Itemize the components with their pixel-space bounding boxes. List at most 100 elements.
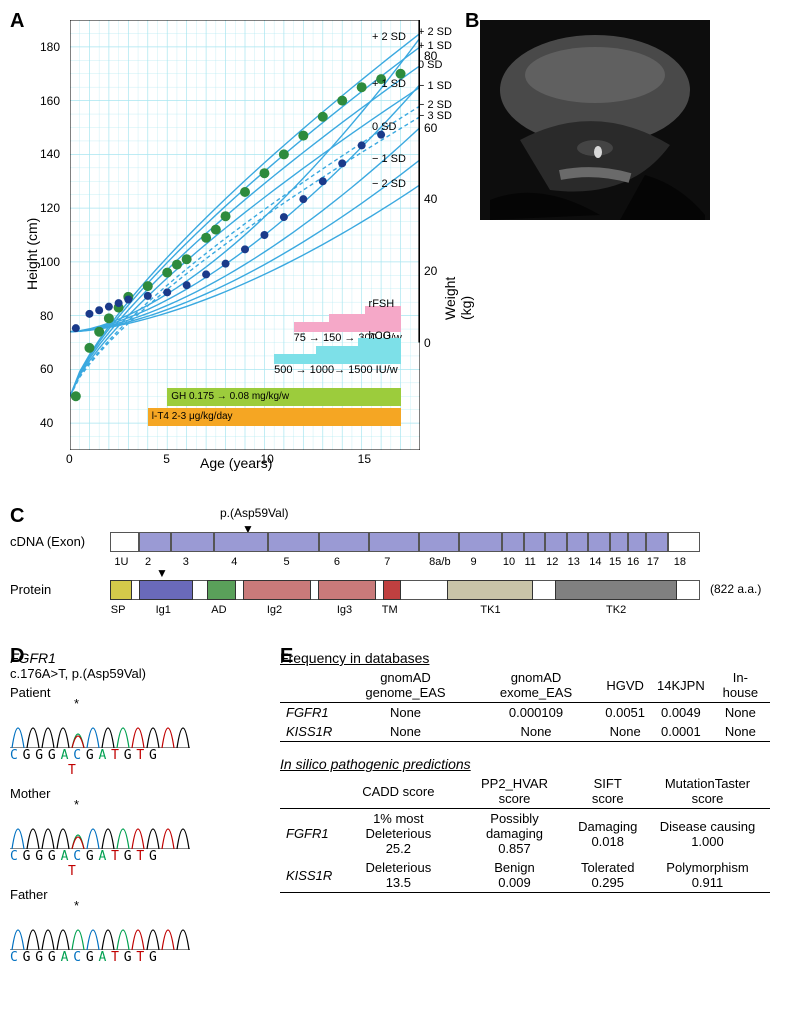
protein-domain-label: TK1 <box>480 604 500 616</box>
exon-box <box>628 532 646 552</box>
protein-row-label: Protein <box>10 582 51 597</box>
sanger-patient: Patient*CGGGACGATGTGT <box>10 685 250 778</box>
table-cell: 1% most Deleterious25.2 <box>338 809 458 859</box>
table-cell: KISS1R <box>280 722 338 742</box>
table-cell: 0.0049 <box>651 703 711 723</box>
exon-box <box>567 532 589 552</box>
weight-sd-label: + 2 SD <box>372 31 406 43</box>
exon-label: 1U <box>114 556 128 568</box>
y-right-axis-label: Weight (kg) <box>442 277 474 320</box>
mutant-base: T <box>68 763 250 778</box>
table-header <box>280 668 338 703</box>
mutation-asterisk-icon: * <box>74 696 79 711</box>
exon-box <box>646 532 668 552</box>
table-cell: None <box>338 722 472 742</box>
table-header: SIFT score <box>571 774 645 809</box>
cdna-exon-row: 1U2345678a/b9101112131415161718 <box>110 530 700 554</box>
y-right-tick: 60 <box>424 121 437 135</box>
exon-label: 7 <box>384 556 390 568</box>
growth-chart-svg <box>70 20 420 450</box>
panel-label-b: B <box>465 10 479 33</box>
protein-domain-Ig2 <box>243 580 311 600</box>
frequency-table: gnomAD genome_EASgnomAD exome_EASHGVD14K… <box>280 668 770 742</box>
panel-b-mri <box>480 20 730 220</box>
table-cell: KISS1R <box>280 858 338 893</box>
exon-label: 6 <box>334 556 340 568</box>
therapy-bar: GH 0.175 → 0.08 mg/kg/w <box>167 388 400 406</box>
height-sd-label: − 1 SD <box>418 80 452 92</box>
chromatogram: * <box>10 801 190 849</box>
exon-box <box>319 532 369 552</box>
protein-domain-TM <box>383 580 401 600</box>
aa-total-label: (822 a.a.) <box>710 582 761 596</box>
table-cell: Benign0.009 <box>458 858 570 893</box>
panel-e-tables: Frequency in databases gnomAD genome_EAS… <box>280 650 770 907</box>
weight-sd-label: − 1 SD <box>372 153 406 165</box>
protein-domain-label: Ig3 <box>337 604 352 616</box>
exon-box <box>139 532 171 552</box>
exon-label: 5 <box>283 556 289 568</box>
table-cell: 0.0051 <box>599 703 651 723</box>
sanger-mother: Mother*CGGGACGATGTGT <box>10 786 250 879</box>
exon-label: 16 <box>627 556 639 568</box>
exon-box <box>369 532 419 552</box>
y-left-tick: 160 <box>40 94 60 108</box>
exon-box <box>668 532 700 552</box>
y-left-tick: 120 <box>40 201 60 215</box>
exon-box <box>502 532 524 552</box>
therapy-dose: 500 → 1000→ 1500 IU/w <box>274 364 398 376</box>
therapy-bar: l-T4 2-3 μg/kg/day <box>148 408 401 426</box>
sanger-father: Father*CGGGACGATGTG <box>10 887 250 965</box>
y-left-tick: 100 <box>40 255 60 269</box>
y-left-tick: 60 <box>40 362 53 376</box>
table-cell: 0.0001 <box>651 722 711 742</box>
table-header: MutationTaster score <box>645 774 770 809</box>
weight-sd-label: + 1 SD <box>372 78 406 90</box>
sequence-letters: CGGGACGATGTG <box>10 950 250 965</box>
exon-box <box>524 532 546 552</box>
exon-label: 14 <box>589 556 601 568</box>
protein-domain-label: SP <box>111 604 126 616</box>
y-left-tick: 140 <box>40 147 60 161</box>
sample-name: Father <box>10 887 250 902</box>
exon-box <box>110 532 139 552</box>
height-sd-label: 0 SD <box>418 59 442 71</box>
exon-box <box>610 532 628 552</box>
table-cell: 0.000109 <box>473 703 600 723</box>
panel-c-gene-diagram: p.(Asp59Val) ▼ cDNA (Exon) 1U2345678a/b9… <box>10 510 775 630</box>
table-cell: None <box>473 722 600 742</box>
mutation-asterisk-icon: * <box>74 797 79 812</box>
exon-box <box>268 532 318 552</box>
table-cell: FGFR1 <box>280 809 338 859</box>
therapy-label: rFSH <box>369 298 395 310</box>
gene-name: FGFR1 <box>10 650 250 666</box>
height-sd-label: + 2 SD <box>418 26 452 38</box>
pred-table-title: In silico pathogenic predictions <box>280 756 770 772</box>
y-right-tick: 0 <box>424 336 431 350</box>
exon-box <box>214 532 268 552</box>
table-cell: Polymorphism0.911 <box>645 858 770 893</box>
prediction-table: CADD scorePP2_HVAR scoreSIFT scoreMutati… <box>280 774 770 893</box>
protein-domain-SP <box>110 580 132 600</box>
variant-label: p.(Asp59Val) <box>220 506 288 520</box>
exon-label: 10 <box>503 556 515 568</box>
x-tick: 5 <box>163 452 170 466</box>
protein-domain-TK2 <box>555 580 677 600</box>
mutant-base: T <box>68 864 250 879</box>
exon-label: 9 <box>471 556 477 568</box>
table-cell: None <box>711 703 770 723</box>
weight-sd-label: 0 SD <box>372 121 396 133</box>
table-cell: Possibly damaging0.857 <box>458 809 570 859</box>
y-right-tick: 20 <box>424 264 437 278</box>
exon-label: 8a/b <box>429 556 450 568</box>
height-sd-label: − 3 SD <box>418 110 452 122</box>
mri-image <box>480 20 710 220</box>
table-cell: None <box>711 722 770 742</box>
weight-sd-label: − 2 SD <box>372 178 406 190</box>
exon-label: 17 <box>647 556 659 568</box>
exon-box <box>419 532 459 552</box>
exon-label: 12 <box>546 556 558 568</box>
x-tick: 15 <box>358 452 371 466</box>
exon-label: 4 <box>231 556 237 568</box>
freq-table-title: Frequency in databases <box>280 650 770 666</box>
